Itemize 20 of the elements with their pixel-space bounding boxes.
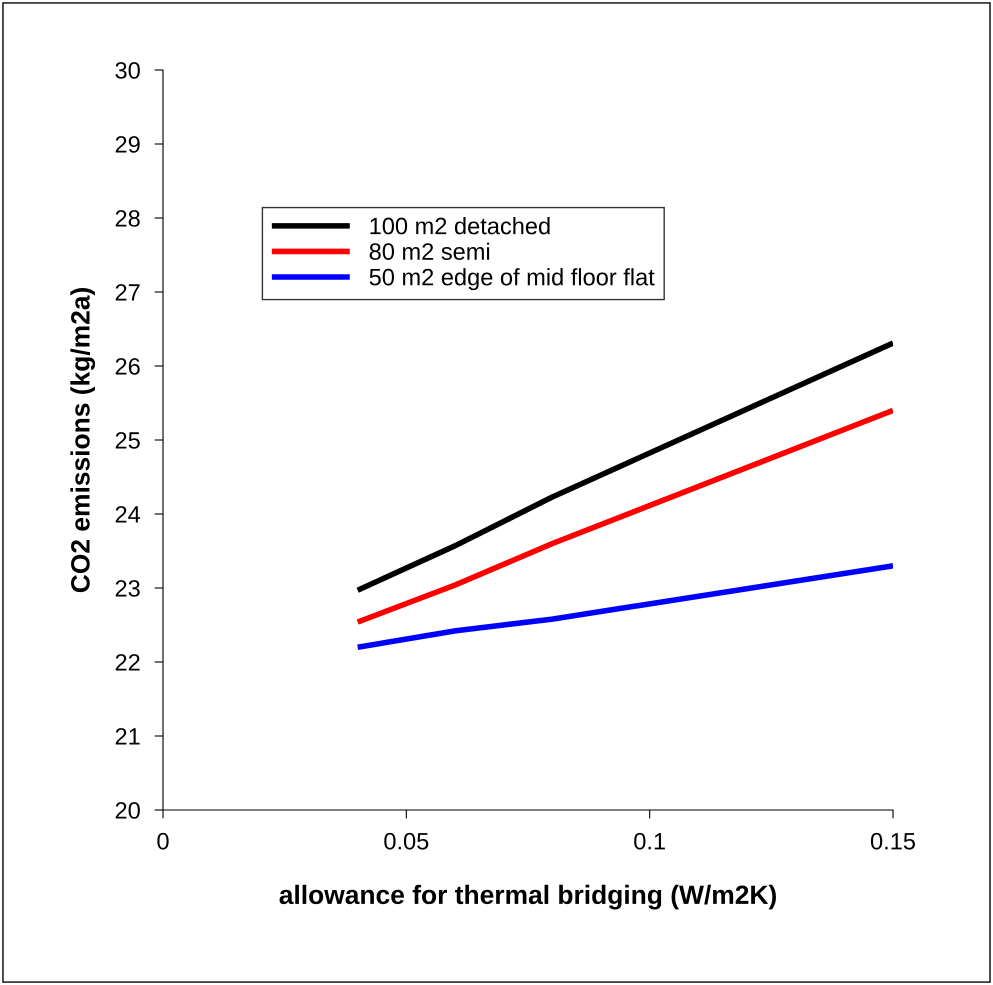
x-tick-label: 0.1 (634, 832, 665, 850)
legend-label: 50 m2 edge of mid floor flat (370, 268, 655, 290)
y-tick-label: 20 (116, 802, 140, 819)
x-tick-label: 0.15 (870, 832, 915, 850)
y-tick-label: 26 (116, 358, 140, 375)
y-tick-label: 29 (116, 136, 140, 153)
y-tick-label: 22 (116, 654, 140, 671)
y-tick-label: 21 (116, 728, 140, 745)
y-tick-label: 28 (116, 210, 140, 227)
y-tick-label: 24 (116, 506, 140, 523)
x-axis-title: allowance for thermal bridging (W/m2K) (280, 884, 776, 910)
y-tick-label: 23 (116, 580, 140, 597)
y-tick-label: 30 (115, 62, 140, 79)
legend-label: 80 m2 semi (370, 242, 490, 260)
legend-label: 100 m2 detached (370, 217, 550, 234)
x-tick-label: 0.05 (384, 832, 428, 850)
y-axis-title: CO2 emissions (kg/m2a) (70, 288, 96, 592)
x-tick-label: 0 (157, 832, 169, 850)
y-tick-label: 27 (116, 284, 140, 301)
y-tick-label: 25 (116, 432, 140, 449)
